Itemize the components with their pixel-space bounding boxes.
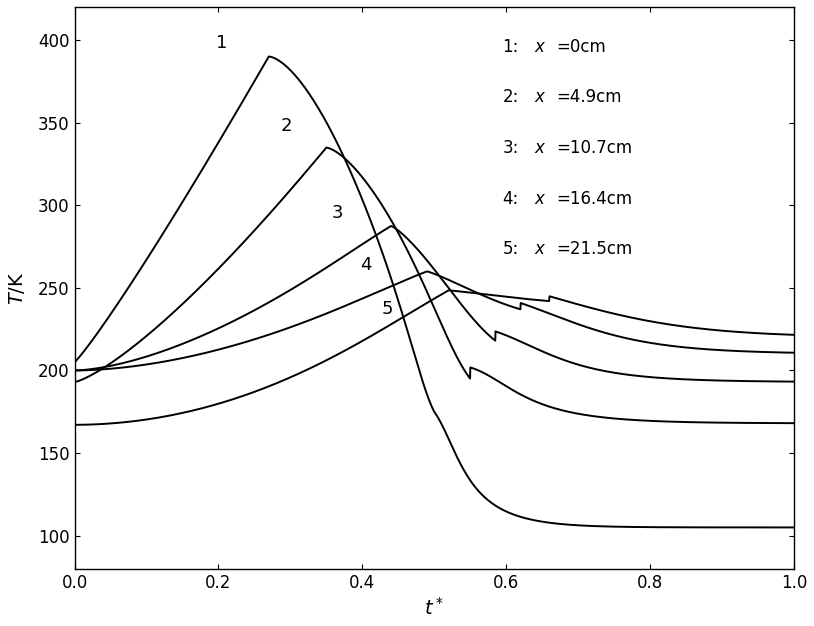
- Text: =4.9cm: =4.9cm: [557, 88, 622, 106]
- Text: 4:: 4:: [502, 190, 519, 208]
- Text: 3:: 3:: [502, 139, 519, 157]
- X-axis label: $t^*$: $t^*$: [424, 597, 444, 619]
- Text: 5:: 5:: [502, 240, 519, 258]
- Text: x: x: [535, 190, 545, 208]
- Text: =10.7cm: =10.7cm: [557, 139, 632, 157]
- Text: 3: 3: [331, 205, 343, 222]
- Text: =16.4cm: =16.4cm: [557, 190, 632, 208]
- Text: 2:: 2:: [502, 88, 519, 106]
- Text: x: x: [535, 240, 545, 258]
- Text: 2: 2: [281, 117, 292, 135]
- Text: x: x: [535, 38, 545, 56]
- Y-axis label: $T$/K: $T$/K: [7, 271, 27, 305]
- Text: 5: 5: [382, 300, 393, 319]
- Text: x: x: [535, 139, 545, 157]
- Text: x: x: [535, 88, 545, 106]
- Text: =21.5cm: =21.5cm: [557, 240, 632, 258]
- Text: =0cm: =0cm: [557, 38, 606, 56]
- Text: 1:: 1:: [502, 38, 519, 56]
- Text: 4: 4: [360, 255, 372, 274]
- Text: 1: 1: [217, 34, 228, 53]
